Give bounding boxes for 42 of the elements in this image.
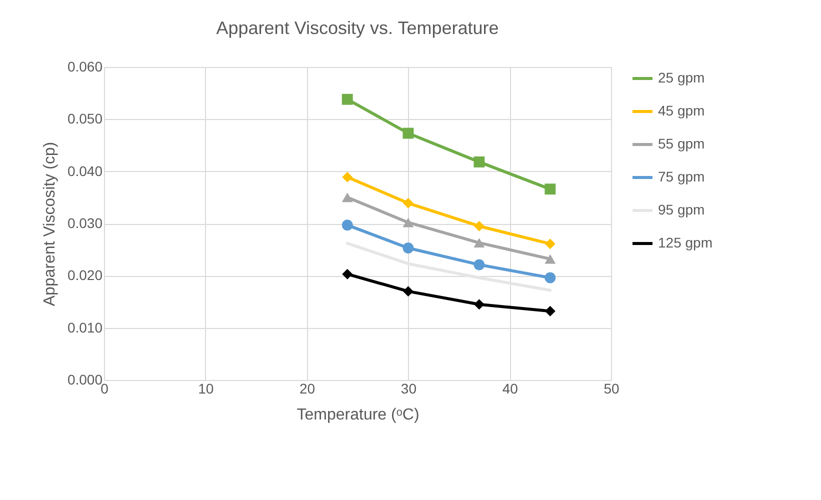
y-tick-label: 0.060 xyxy=(67,58,103,74)
legend-label: 25 gpm xyxy=(658,70,705,86)
y-tick-label: 0.040 xyxy=(67,162,103,179)
point xyxy=(342,220,353,231)
x-tick-label: 0 xyxy=(100,380,109,396)
legend-label: 55 gpm xyxy=(658,136,705,152)
legend-label: 45 gpm xyxy=(658,102,705,118)
point xyxy=(474,238,485,248)
point xyxy=(342,192,353,202)
y-tick-label: 0.050 xyxy=(67,110,103,127)
point xyxy=(474,299,484,310)
point xyxy=(544,184,556,195)
legend-label: 75 gpm xyxy=(658,168,705,184)
x-tick-label: 10 xyxy=(198,380,214,396)
x-tick-label: 50 xyxy=(604,380,620,396)
point xyxy=(544,272,556,284)
point xyxy=(474,156,485,168)
point xyxy=(544,254,556,264)
point xyxy=(402,242,414,254)
legend-label: 125 gpm xyxy=(658,234,712,250)
point xyxy=(402,128,414,139)
point xyxy=(342,172,353,182)
point xyxy=(402,198,414,208)
x-tick-label: 20 xyxy=(300,380,316,396)
point xyxy=(544,306,556,316)
chart-title: Apparent Viscosity vs. Temperature xyxy=(216,18,499,38)
line-series xyxy=(346,242,552,292)
point xyxy=(474,259,485,270)
point xyxy=(544,238,556,250)
point xyxy=(402,218,414,228)
x-tick-label: 40 xyxy=(502,380,518,396)
point xyxy=(342,94,353,105)
x-axis-title: Temperature (ᵒC) xyxy=(296,406,420,424)
point xyxy=(342,268,353,280)
legend-label: 95 gpm xyxy=(658,202,705,218)
y-tick-label: 0.030 xyxy=(67,215,103,231)
y-tick-label: 0.010 xyxy=(67,319,103,336)
point xyxy=(474,220,484,232)
x-tick-label: 30 xyxy=(400,380,417,396)
y-axis-title: Apparent Viscosity (cp) xyxy=(41,142,58,306)
point xyxy=(402,286,414,297)
y-tick-label: 0.020 xyxy=(67,267,103,284)
